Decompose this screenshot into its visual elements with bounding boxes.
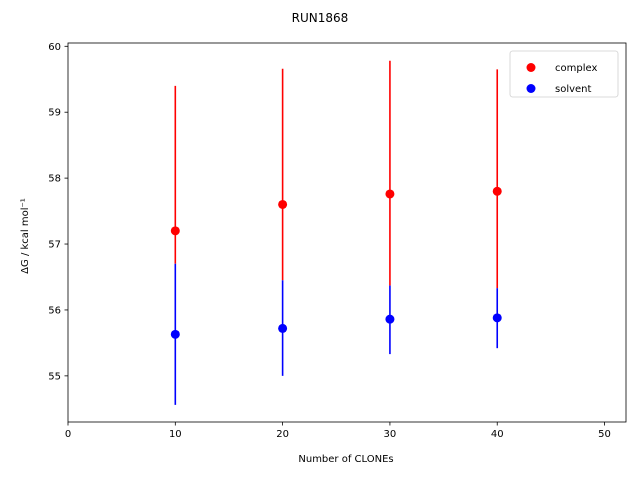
y-tick-label: 58 xyxy=(48,174,61,185)
solvent-point xyxy=(492,313,502,323)
solvent-point xyxy=(278,323,288,333)
legend-label-complex: complex xyxy=(555,63,597,74)
y-axis: 55 56 57 58 59 60 xyxy=(48,42,68,382)
plot-area xyxy=(67,42,627,423)
series-complex-points xyxy=(170,186,502,236)
legend: complex solvent xyxy=(509,50,619,98)
legend-marker-complex xyxy=(526,63,536,72)
solvent-point xyxy=(170,329,180,339)
x-tick-label: 30 xyxy=(384,429,397,440)
x-tick-label: 10 xyxy=(169,429,182,440)
y-tick-label: 59 xyxy=(48,108,61,119)
y-tick-label: 55 xyxy=(48,371,61,382)
x-tick-label: 40 xyxy=(491,429,504,440)
axes-frame xyxy=(67,42,627,423)
y-tick-label: 57 xyxy=(48,240,61,251)
x-tick-label: 50 xyxy=(598,429,611,440)
y-tick-label: 56 xyxy=(48,305,61,316)
complex-point xyxy=(492,186,502,196)
series-solvent-points xyxy=(170,313,502,339)
x-axis-label: Number of CLONEs xyxy=(298,454,393,465)
legend-box xyxy=(509,50,619,98)
complex-point xyxy=(170,226,180,236)
x-tick-label: 0 xyxy=(65,429,71,440)
chart-title: RUN1868 xyxy=(292,11,349,25)
y-tick-label: 60 xyxy=(48,42,61,53)
x-axis: 0 10 20 30 40 50 xyxy=(65,422,611,440)
complex-point xyxy=(278,199,288,209)
legend-label-solvent: solvent xyxy=(555,84,592,95)
complex-point xyxy=(385,189,395,199)
legend-marker-solvent xyxy=(526,84,536,93)
solvent-point xyxy=(385,314,395,324)
y-axis-label: ΔG / kcal mol⁻¹ xyxy=(20,198,31,274)
x-tick-label: 20 xyxy=(276,429,289,440)
